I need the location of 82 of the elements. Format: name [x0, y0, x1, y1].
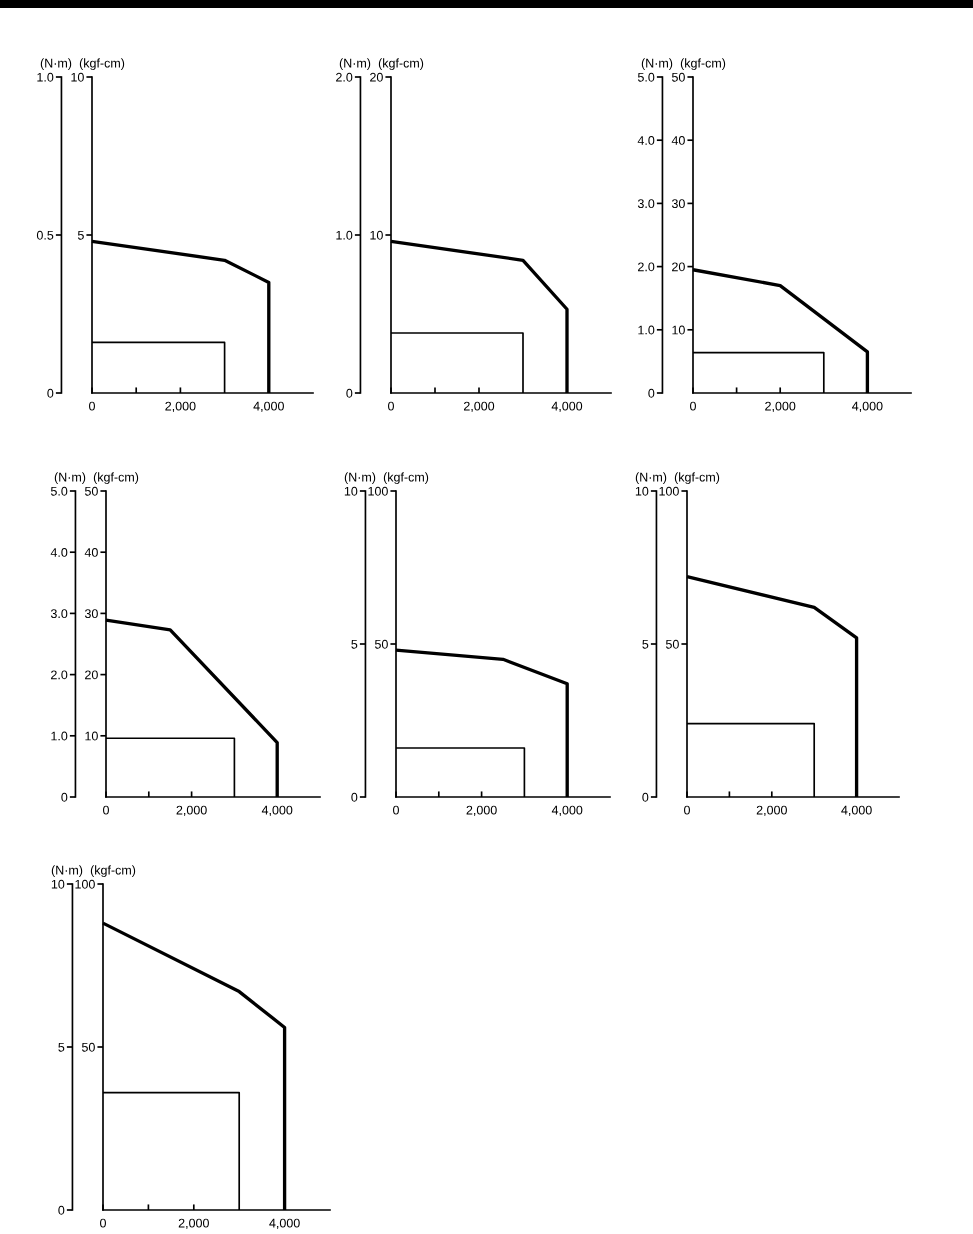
y2-tick-label: 100 [368, 486, 388, 496]
y2-axis-title: (kgf-cm) [674, 472, 720, 484]
x-tick-label: 4,000 [841, 805, 872, 816]
x-tick-label: 0 [103, 805, 109, 815]
x-tick-label: 2,000 [765, 401, 796, 412]
x-tick-label: 0 [89, 401, 95, 411]
y-axis-title: (N·m) [635, 472, 667, 484]
y-tick-label: 2.0 [336, 72, 353, 82]
x-tick-label: 0 [393, 805, 399, 815]
y-tick-label: 3.0 [637, 199, 655, 209]
x-tick-label: 2,000 [756, 805, 787, 816]
y-tick-label: 5.0 [50, 486, 68, 496]
x-tick-label: 2,000 [463, 401, 495, 412]
y-axis-title: (N·m) [51, 865, 83, 877]
y-tick-label: 5 [58, 1042, 65, 1052]
y-tick-label: 10 [635, 486, 649, 496]
x-tick-label: 4,000 [551, 805, 583, 816]
x-tick-label: 4,000 [551, 401, 583, 412]
x-tick-label: 2,000 [176, 805, 207, 816]
y-axis-title: (N·m) [339, 58, 371, 70]
y-tick-label: 1.0 [638, 325, 655, 335]
x-tick-label: 2,000 [466, 805, 497, 816]
y2-axis-title: (kgf-cm) [383, 472, 429, 484]
y2-tick-label: 10 [71, 72, 84, 82]
y2-tick-label: 10 [672, 325, 685, 335]
y2-tick-label: 10 [370, 230, 383, 240]
y2-tick-label: 50 [665, 639, 679, 649]
x-tick-label: 0 [388, 401, 394, 411]
x-tick-label: 4,000 [253, 401, 284, 412]
y2-tick-label: 40 [671, 136, 685, 145]
y2-tick-label: 5 [77, 230, 84, 240]
y2-tick-label: 20 [85, 670, 98, 680]
y-tick-label: 1.0 [336, 230, 353, 240]
y2-tick-label: 50 [84, 486, 98, 496]
y-tick-label: 0 [642, 792, 649, 802]
y2-axis-title: (kgf-cm) [90, 865, 136, 877]
y-axis-title: (N·m) [344, 472, 376, 484]
y-tick-label: 2.0 [51, 670, 68, 680]
y2-axis-title: (kgf-cm) [378, 58, 424, 70]
y2-tick-label: 50 [671, 72, 685, 82]
y2-tick-label: 50 [81, 1042, 95, 1052]
y-tick-label: 2.0 [638, 262, 655, 272]
y2-tick-label: 10 [85, 731, 98, 741]
y2-tick-label: 50 [374, 639, 388, 649]
y-tick-label: 0 [351, 792, 358, 802]
y-axis-title: (N·m) [40, 58, 72, 70]
x-tick-label: 2,000 [178, 1218, 209, 1229]
y-tick-label: 3.0 [50, 609, 68, 619]
x-tick-label: 4,000 [852, 401, 883, 412]
y2-tick-label: 30 [84, 609, 98, 619]
y-tick-label: 5 [642, 639, 649, 649]
y2-tick-label: 20 [672, 262, 685, 272]
y2-tick-label: 40 [84, 548, 98, 557]
y-tick-label: 5.0 [637, 72, 655, 82]
y-tick-label: 0 [346, 388, 353, 398]
y-tick-label: 1.0 [51, 731, 68, 741]
y-tick-label: 0 [648, 388, 655, 398]
x-tick-label: 4,000 [269, 1218, 300, 1229]
y-tick-label: 0.5 [36, 230, 54, 240]
y-tick-label: 4.0 [637, 136, 655, 145]
y-tick-label: 0 [47, 388, 54, 398]
y-tick-label: 0 [58, 1205, 65, 1215]
y2-axis-title: (kgf-cm) [93, 472, 139, 484]
x-tick-label: 0 [690, 401, 696, 411]
x-tick-label: 0 [100, 1218, 106, 1228]
y2-tick-label: 20 [370, 72, 383, 82]
y-axis-title: (N·m) [641, 58, 673, 70]
y-tick-label: 10 [344, 486, 358, 496]
x-tick-label: 2,000 [165, 401, 196, 412]
x-tick-label: 4,000 [261, 805, 293, 816]
y-tick-label: 10 [51, 879, 65, 889]
y2-axis-title: (kgf-cm) [79, 58, 125, 70]
y-tick-label: 0 [61, 792, 68, 802]
y-tick-label: 4.0 [50, 548, 68, 557]
x-tick-label: 0 [684, 805, 690, 815]
y2-tick-label: 100 [75, 879, 95, 889]
y2-axis-title: (kgf-cm) [680, 58, 726, 70]
y2-tick-label: 30 [671, 199, 685, 209]
y-tick-label: 5 [351, 639, 358, 649]
y-axis-title: (N·m) [54, 472, 86, 484]
y-tick-label: 1.0 [37, 72, 54, 82]
y2-tick-label: 100 [659, 486, 679, 496]
